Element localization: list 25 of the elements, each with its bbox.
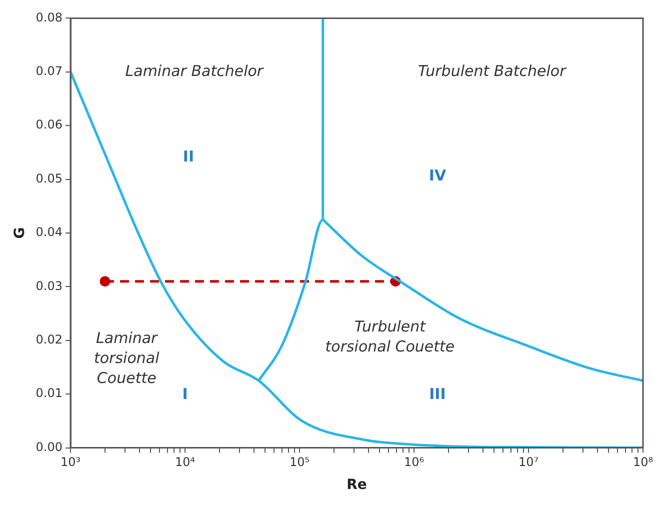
annotation: II	[182, 148, 194, 166]
x-axis-title: Re	[346, 477, 367, 494]
annotation: Turbulent Batchelor	[418, 62, 567, 80]
y-tick-label: 0.04	[36, 225, 63, 240]
annotation: IV	[428, 166, 446, 185]
x-tick-label: 10⁶	[404, 455, 424, 470]
y-tick-label: 0.06	[36, 118, 63, 132]
y-tick-label: 0.02	[36, 332, 63, 347]
x-tick-label: 10⁷	[518, 455, 539, 470]
annotation: Laminar torsional Couette	[94, 329, 160, 388]
y-tick-label: 0.01	[36, 386, 63, 400]
x-tick-label: 10⁵	[289, 455, 310, 470]
annotation: I	[182, 385, 188, 404]
annotation: Turbulent torsional Couette	[325, 318, 455, 356]
x-tick-label: 10³	[60, 455, 81, 470]
y-tick-label: 0.07	[36, 64, 63, 78]
y-axis-title: G	[12, 227, 28, 239]
y-tick-label: 0.00	[36, 440, 63, 454]
y-tick-label: 0.05	[36, 171, 63, 186]
annotation: III	[429, 385, 446, 404]
x-tick-label: 10⁴	[174, 455, 196, 470]
annotation: Laminar Batchelor	[125, 62, 264, 80]
y-tick-label: 0.03	[36, 278, 63, 293]
y-tick-label: 0.08	[36, 10, 63, 24]
x-tick-label: 10⁸	[632, 455, 654, 470]
